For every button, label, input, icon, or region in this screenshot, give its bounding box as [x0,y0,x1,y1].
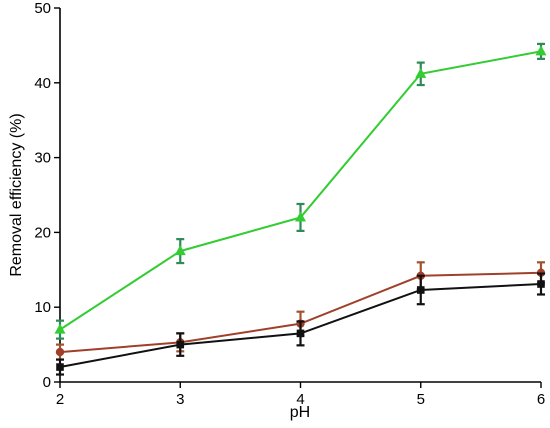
data-point [56,363,64,371]
x-tick-label: 5 [417,391,425,408]
data-point [416,286,425,294]
x-tick-label: 3 [176,391,184,408]
y-tick-label: 50 [34,0,51,17]
y-tick-label: 0 [43,374,51,391]
data-point [54,323,66,334]
data-point [537,280,545,288]
data-point [176,340,185,349]
data-point [296,329,305,338]
series-square [56,272,545,376]
data-point [55,347,65,357]
x-tick-label: 6 [537,391,545,408]
y-axis-label: Removal efficiency (%) [8,113,25,276]
x-axis-label: pH [290,404,310,421]
series-layer [54,42,547,376]
y-tick-label: 20 [34,224,51,241]
y-tick-label: 40 [34,75,51,92]
series-triangle [54,42,547,340]
y-tick-label: 10 [34,299,51,316]
data-point [295,211,306,222]
y-ticks: 0 10 20 30 40 50 [34,0,60,391]
x-tick-label: 4 [296,391,304,408]
data-point [415,67,427,78]
data-point [535,45,547,56]
y-tick-label: 30 [34,150,51,167]
data-point [174,245,186,256]
x-ticks: 2 3 4 5 6 [56,382,545,408]
x-tick-label: 2 [56,391,64,408]
